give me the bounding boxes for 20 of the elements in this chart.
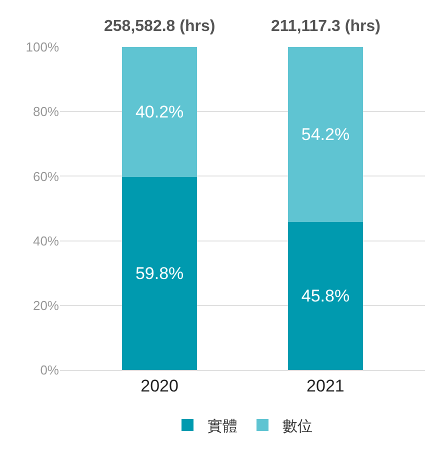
data-label: 54.2% [301,125,350,144]
legend-label: 數位 [282,418,312,435]
bar [288,222,363,370]
annotation: 211,117.3 (hrs) [271,18,380,35]
y-tick-label: 0% [40,362,60,378]
data-label: 59.8% [135,264,184,283]
bar [288,47,363,222]
y-tick-label: 80% [32,104,60,120]
data-label: 45.8% [301,286,350,306]
legend-label: 實體 [208,418,238,435]
y-tick-label: 60% [32,168,60,184]
y-tick-label: 100% [26,40,60,55]
y-tick-label: 20% [32,298,60,313]
bar [122,176,197,370]
annotation: 258,582.8 (hrs) [104,18,216,35]
x-tick-label: 2021 [306,376,344,396]
bar [122,47,197,177]
x-tick-label: 2020 [140,376,178,396]
data-label: 40.2% [135,102,184,122]
y-tick-label: 40% [32,233,60,248]
